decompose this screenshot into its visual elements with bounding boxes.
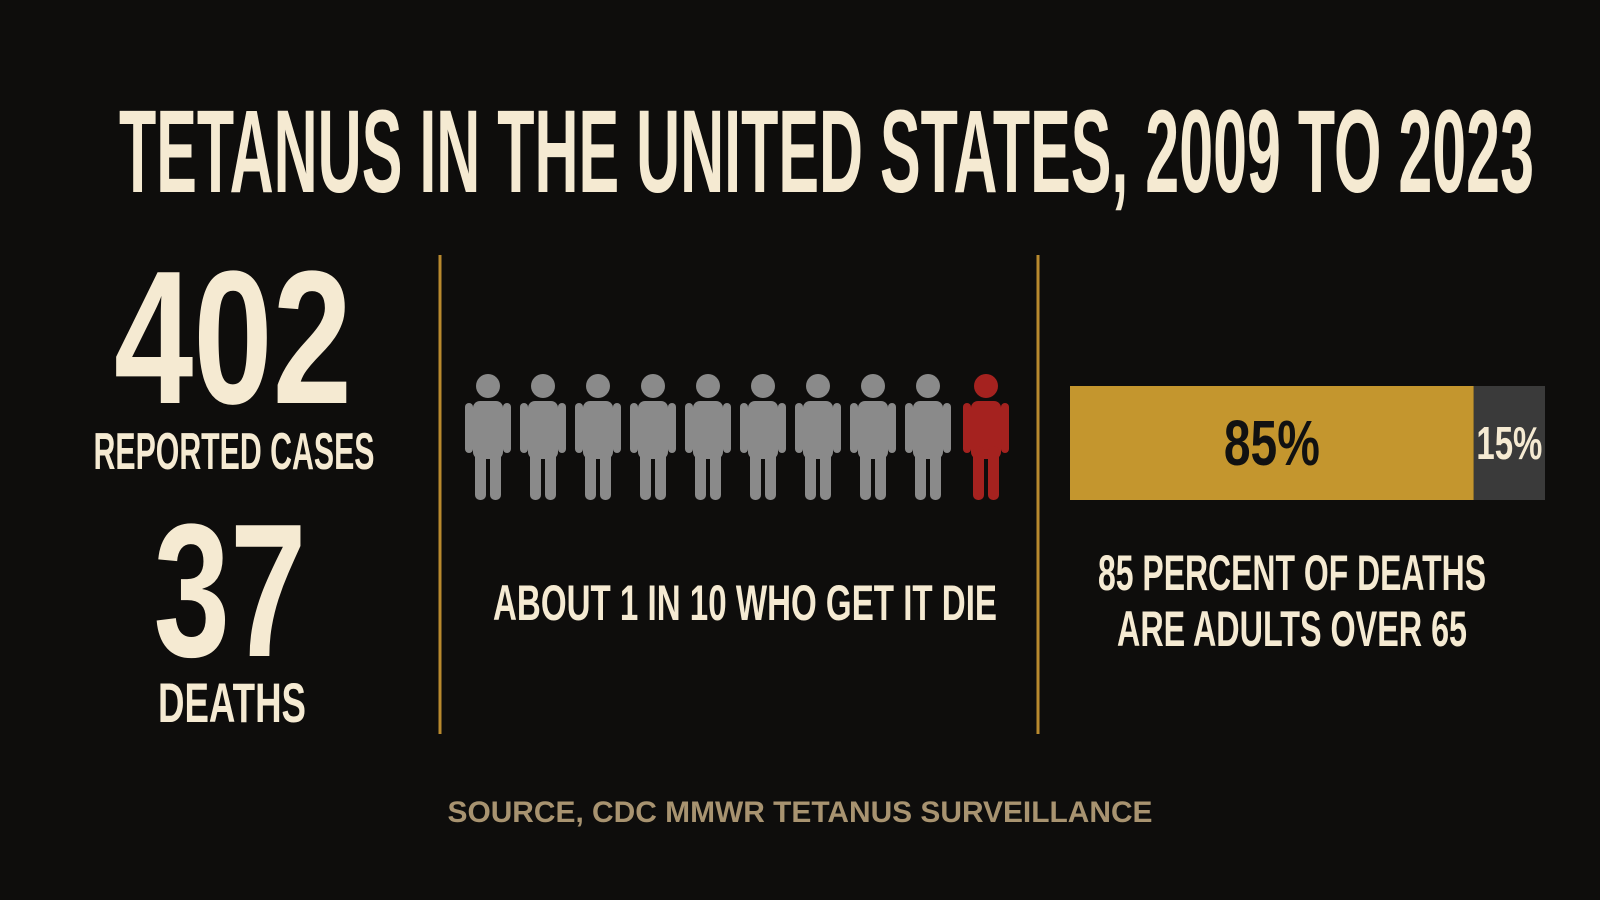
stat-label: REPORTED CASES	[94, 423, 375, 481]
share-bar: 85% 15%	[1070, 386, 1545, 500]
pictogram-caption: ABOUT 1 IN 10 WHO GET IT DIE	[493, 575, 997, 631]
bar-caption: ARE ADULTS OVER 65	[1117, 601, 1467, 657]
stat-value: 402	[114, 232, 352, 444]
bar-segment	[1070, 386, 1474, 500]
bar-value-label: 15%	[1476, 417, 1542, 469]
bar-caption: 85 PERCENT OF DEATHS	[1098, 545, 1486, 601]
title: TETANUS IN THE UNITED STATES, 2009 TO 20…	[119, 86, 1534, 218]
stat-value: 37	[154, 485, 307, 697]
source: SOURCE, CDC MMWR TETANUS SURVEILLANCE	[448, 796, 1153, 829]
bar-segment	[1473, 386, 1545, 500]
stat-label: DEATHS	[158, 671, 306, 734]
bar-value-label: 85%	[1224, 407, 1320, 479]
